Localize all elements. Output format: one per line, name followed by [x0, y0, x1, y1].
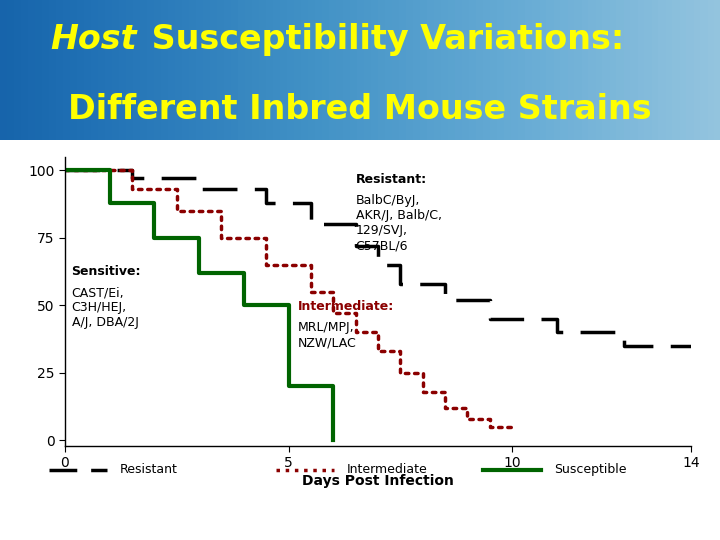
Text: Susceptible: Susceptible	[554, 463, 627, 476]
Text: Different Inbred Mouse Strains: Different Inbred Mouse Strains	[68, 93, 652, 126]
Text: BalbC/ByJ,
AKR/J, Balb/C,
129/SVJ,
C57BL/6: BalbC/ByJ, AKR/J, Balb/C, 129/SVJ, C57BL…	[356, 194, 441, 252]
Text: Susceptibility Variations:: Susceptibility Variations:	[140, 23, 625, 56]
Text: Zaas AK, et al.  7: Zaas AK, et al. 7	[14, 511, 109, 521]
Text: European Conference on Fungal Genetics, 2004: European Conference on Fungal Genetics, …	[81, 511, 350, 521]
Text: Resistant:: Resistant:	[356, 173, 427, 186]
Text: Resistant: Resistant	[120, 463, 178, 476]
X-axis label: Days Post Infection: Days Post Infection	[302, 474, 454, 488]
Text: MRL/MPJ,
NZW/LAC: MRL/MPJ, NZW/LAC	[297, 321, 356, 349]
Text: Intermediate:: Intermediate:	[297, 300, 394, 313]
Text: Host: Host	[50, 23, 137, 56]
Text: th: th	[71, 505, 78, 515]
Text: CAST/Ei,
C3H/HEJ,
A/J, DBA/2J: CAST/Ei, C3H/HEJ, A/J, DBA/2J	[71, 286, 138, 329]
Text: Intermediate: Intermediate	[347, 463, 428, 476]
Text: Sensitive:: Sensitive:	[71, 265, 141, 278]
